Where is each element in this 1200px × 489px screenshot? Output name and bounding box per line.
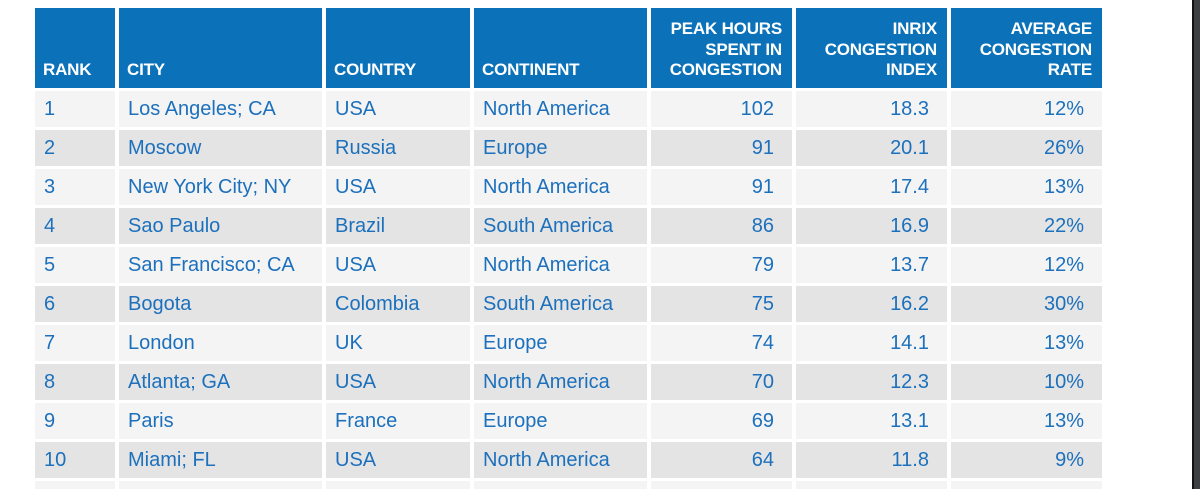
cell-continent: South America	[474, 286, 647, 322]
cell-country: UK	[326, 325, 470, 361]
cell-city: London	[119, 325, 322, 361]
cell-avg-rate: 22%	[951, 208, 1102, 244]
cell-avg-rate: 13%	[951, 403, 1102, 439]
column-header-city: CITY	[119, 8, 322, 88]
column-header-rank: RANK	[35, 8, 115, 88]
cell-rank: 1	[35, 91, 115, 127]
partial-row-cell	[796, 481, 947, 489]
cell-inrix-index: 16.2	[796, 286, 947, 322]
cell-rank: 7	[35, 325, 115, 361]
window-edge-bar	[1192, 0, 1200, 489]
cell-inrix-index: 16.9	[796, 208, 947, 244]
partial-row-cell	[474, 481, 647, 489]
cell-peak-hours: 86	[651, 208, 792, 244]
cell-country: Brazil	[326, 208, 470, 244]
cell-peak-hours: 102	[651, 91, 792, 127]
cell-rank: 4	[35, 208, 115, 244]
partial-row-cell	[119, 481, 322, 489]
cell-rank: 10	[35, 442, 115, 478]
cell-country: Russia	[326, 130, 470, 166]
cell-continent: North America	[474, 91, 647, 127]
cell-continent: North America	[474, 247, 647, 283]
cell-peak-hours: 79	[651, 247, 792, 283]
cell-peak-hours: 91	[651, 130, 792, 166]
cell-inrix-index: 11.8	[796, 442, 947, 478]
cell-city: Bogota	[119, 286, 322, 322]
cell-rank: 5	[35, 247, 115, 283]
cell-city: Atlanta; GA	[119, 364, 322, 400]
cell-avg-rate: 10%	[951, 364, 1102, 400]
cell-rank: 2	[35, 130, 115, 166]
cell-avg-rate: 30%	[951, 286, 1102, 322]
cell-inrix-index: 12.3	[796, 364, 947, 400]
cell-avg-rate: 12%	[951, 247, 1102, 283]
cell-inrix-index: 18.3	[796, 91, 947, 127]
column-header-avg-rate: AVERAGE CONGESTION RATE	[951, 8, 1102, 88]
cell-inrix-index: 13.7	[796, 247, 947, 283]
cell-avg-rate: 13%	[951, 325, 1102, 361]
cell-peak-hours: 91	[651, 169, 792, 205]
cell-avg-rate: 26%	[951, 130, 1102, 166]
congestion-table: RANK CITY COUNTRY CONTINENT PEAK HOURS S…	[35, 8, 1102, 489]
cell-country: USA	[326, 442, 470, 478]
cell-city: Sao Paulo	[119, 208, 322, 244]
cell-city: San Francisco; CA	[119, 247, 322, 283]
cell-peak-hours: 70	[651, 364, 792, 400]
cell-continent: North America	[474, 442, 647, 478]
cell-city: Los Angeles; CA	[119, 91, 322, 127]
cell-continent: North America	[474, 364, 647, 400]
cell-country: USA	[326, 91, 470, 127]
cell-peak-hours: 74	[651, 325, 792, 361]
cell-rank: 8	[35, 364, 115, 400]
column-header-country: COUNTRY	[326, 8, 470, 88]
cell-country: USA	[326, 364, 470, 400]
cell-peak-hours: 64	[651, 442, 792, 478]
partial-row-cell	[35, 481, 115, 489]
cell-country: Colombia	[326, 286, 470, 322]
cell-continent: North America	[474, 169, 647, 205]
cell-continent: South America	[474, 208, 647, 244]
cell-inrix-index: 17.4	[796, 169, 947, 205]
cell-rank: 6	[35, 286, 115, 322]
partial-row-cell	[651, 481, 792, 489]
partial-row-cell	[326, 481, 470, 489]
cell-avg-rate: 13%	[951, 169, 1102, 205]
cell-country: USA	[326, 247, 470, 283]
cell-peak-hours: 75	[651, 286, 792, 322]
cell-continent: Europe	[474, 130, 647, 166]
cell-rank: 3	[35, 169, 115, 205]
column-header-peak-hours: PEAK HOURS SPENT IN CONGESTION	[651, 8, 792, 88]
cell-rank: 9	[35, 403, 115, 439]
column-header-inrix-index: INRIX CONGESTION INDEX	[796, 8, 947, 88]
cell-city: Miami; FL	[119, 442, 322, 478]
partial-row-cell	[951, 481, 1102, 489]
cell-country: USA	[326, 169, 470, 205]
cell-city: Moscow	[119, 130, 322, 166]
cell-city: Paris	[119, 403, 322, 439]
cell-inrix-index: 13.1	[796, 403, 947, 439]
cell-city: New York City; NY	[119, 169, 322, 205]
cell-inrix-index: 20.1	[796, 130, 947, 166]
cell-avg-rate: 12%	[951, 91, 1102, 127]
cell-inrix-index: 14.1	[796, 325, 947, 361]
cell-avg-rate: 9%	[951, 442, 1102, 478]
cell-peak-hours: 69	[651, 403, 792, 439]
cell-country: France	[326, 403, 470, 439]
column-header-continent: CONTINENT	[474, 8, 647, 88]
cell-continent: Europe	[474, 325, 647, 361]
cell-continent: Europe	[474, 403, 647, 439]
